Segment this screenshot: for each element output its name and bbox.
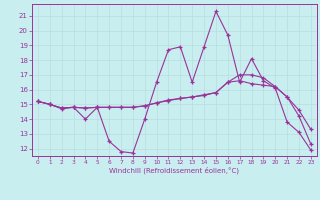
X-axis label: Windchill (Refroidissement éolien,°C): Windchill (Refroidissement éolien,°C) <box>109 167 239 174</box>
